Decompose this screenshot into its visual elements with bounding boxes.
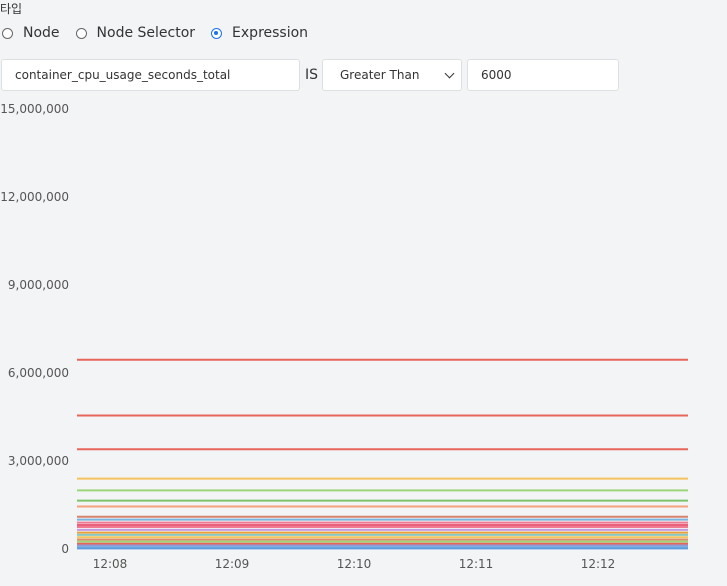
x-tick-label: 12:12 (581, 557, 616, 571)
radio-node[interactable]: Node (0, 25, 60, 41)
x-tick-label: 12:10 (337, 557, 372, 571)
radio-node-selector[interactable]: Node Selector (74, 25, 196, 41)
threshold-input[interactable]: 6000 (467, 59, 619, 91)
type-radio-group: Node Node Selector Expression (0, 22, 322, 44)
type-label: 타입 (0, 2, 23, 16)
y-tick-label: 9,000,000 (8, 278, 69, 292)
radio-node-label: Node (23, 25, 60, 41)
y-tick-label: 3,000,000 (8, 454, 69, 468)
y-tick-label: 12,000,000 (0, 190, 69, 204)
is-label: IS (305, 67, 319, 83)
metric-input-value: container_cpu_usage_seconds_total (15, 68, 231, 82)
metric-input[interactable]: container_cpu_usage_seconds_total (1, 59, 300, 91)
radio-node-selector-label: Node Selector (96, 25, 196, 41)
x-tick-label: 12:08 (93, 557, 128, 571)
x-tick-label: 12:11 (459, 557, 494, 571)
radio-expression-label: Expression (232, 25, 309, 41)
threshold-input-value: 6000 (481, 68, 512, 82)
operator-select[interactable]: Greater Than (322, 59, 462, 91)
radio-expression-indicator[interactable] (211, 27, 223, 39)
y-tick-label: 15,000,000 (0, 102, 69, 116)
operator-select-value: Greater Than (340, 68, 420, 82)
radio-node-selector-indicator[interactable] (75, 27, 87, 39)
x-tick-label: 12:09 (215, 557, 250, 571)
y-tick-label: 0 (61, 542, 69, 556)
radio-expression[interactable]: Expression (209, 25, 308, 41)
y-tick-label: 6,000,000 (8, 366, 69, 380)
radio-node-indicator[interactable] (2, 27, 13, 39)
